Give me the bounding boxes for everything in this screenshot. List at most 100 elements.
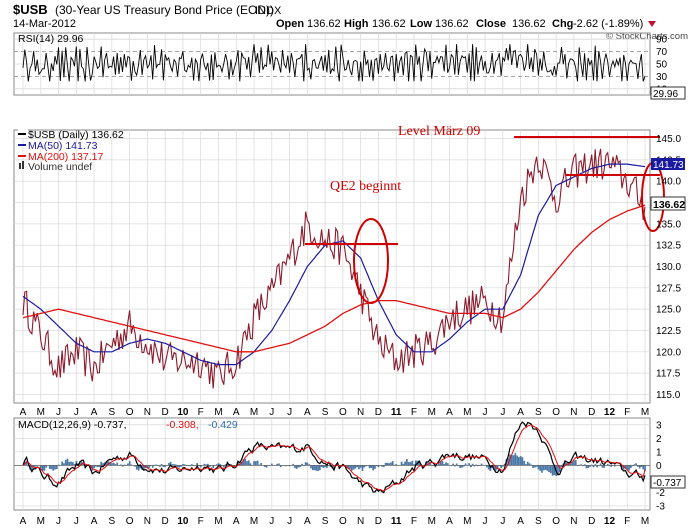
macd-histogram-bar: [55, 465, 58, 470]
macd-histogram-bar: [260, 463, 263, 466]
macd-histogram-bar: [640, 465, 643, 467]
macd-histogram-bar: [468, 463, 470, 466]
x-tick-label-bottom: A: [233, 516, 240, 527]
macd-histogram-bar: [452, 463, 454, 466]
macd-histogram-bar: [322, 465, 325, 468]
x-tick-label: A: [304, 407, 311, 418]
macd-histogram-bar: [295, 465, 298, 469]
x-tick-label: A: [517, 407, 524, 418]
macd-histogram-bar: [475, 464, 478, 466]
macd-histogram-bar: [308, 464, 311, 466]
macd-histogram-bar: [70, 461, 72, 466]
macd-histogram-bar: [518, 457, 520, 466]
x-tick-label: O: [552, 407, 560, 418]
rsi-title: RSI(14) 29.96: [18, 33, 84, 45]
macd-histogram-bar: [317, 465, 319, 472]
macd-histogram-bar: [418, 460, 421, 466]
macd-histogram-bar: [525, 464, 527, 466]
symbol: $USB: [13, 2, 48, 17]
macd-histogram-bar: [507, 457, 510, 466]
macd-histogram-bar: [610, 465, 613, 467]
ma50-current-badge: 141.73: [651, 158, 685, 171]
x-tick-label: J: [74, 407, 79, 418]
macd-histogram-bar: [462, 465, 465, 467]
macd-histogram-bar: [356, 465, 359, 468]
rsi-tick-label: 50: [656, 60, 668, 71]
legend-volume-icon: [19, 163, 21, 169]
macd-histogram-bar: [326, 465, 328, 468]
macd-histogram-bar: [45, 465, 48, 468]
macd-histogram-bar: [162, 465, 165, 467]
macd-histogram-bar: [542, 465, 545, 471]
macd-histogram-bar: [347, 465, 350, 469]
x-tick-label-bottom: J: [483, 516, 488, 527]
macd-histogram-bar: [121, 465, 124, 467]
price-line: [22, 148, 646, 389]
macd-histogram-bar: [271, 463, 273, 466]
macd-histogram-bar: [365, 465, 367, 467]
x-tick-label-bottom: A: [517, 516, 524, 527]
macd-histogram-bar: [253, 461, 255, 466]
macd-histogram-bar: [644, 465, 646, 472]
macd-histogram-bar: [219, 464, 222, 466]
x-tick-label-bottom: J: [74, 516, 79, 527]
macd-histogram-bar: [276, 463, 279, 466]
macd-tick-label: -2: [656, 488, 665, 499]
macd-histogram-bar: [333, 465, 335, 470]
macd-histogram-bar: [464, 463, 467, 466]
macd-histogram-bar: [265, 465, 268, 468]
x-tick-label-bottom: A: [304, 516, 311, 527]
macd-histogram-bar: [48, 465, 51, 469]
signal-line: [22, 424, 646, 492]
macd-histogram-bar: [587, 465, 590, 469]
rsi-line: [22, 44, 646, 82]
ma50-badge-value: 141.73: [653, 160, 684, 171]
macd-histogram-bar: [441, 460, 444, 466]
macd-histogram-bar: [583, 464, 586, 466]
macd-histogram-bar: [622, 465, 625, 470]
x-tick-label-bottom: M: [641, 516, 649, 527]
x-tick-label: D: [588, 407, 595, 418]
macd-histogram-bar: [148, 465, 151, 468]
macd-histogram-bar: [564, 460, 566, 466]
macd-histogram-bar: [438, 463, 440, 466]
x-tick-label: M: [214, 407, 222, 418]
macd-histogram-bar: [414, 460, 417, 466]
macd-histogram-bar: [175, 464, 177, 466]
macd-histogram-bar: [294, 465, 296, 469]
macd-histogram-bar: [354, 465, 357, 469]
axis-layer: AAMMJJJJAASSOONNDD1010FFMMAAMMJJJJAASSOO…: [20, 35, 682, 527]
macd-tick-label: -3: [656, 501, 665, 512]
macd-histogram-bar: [313, 465, 316, 471]
macd-histogram-bar: [487, 465, 490, 470]
macd-histogram-bar: [384, 462, 387, 466]
macd-histogram-bar: [606, 464, 609, 466]
macd-histogram-bar: [199, 465, 202, 468]
price-tick-label: 135.0: [656, 219, 681, 230]
x-tick-label: A: [91, 407, 98, 418]
x-tick-label-bottom: D: [375, 516, 382, 527]
macd-histogram-bar: [98, 465, 101, 467]
macd-histogram-bar: [301, 463, 303, 466]
x-tick-label: J: [287, 407, 292, 418]
x-tick-label: O: [126, 407, 134, 418]
x-tick-label-bottom: M: [214, 516, 222, 527]
macd-histogram-bar: [279, 465, 282, 468]
rsi-badge-value: 29.96: [653, 89, 678, 100]
macd-line: [22, 421, 646, 494]
macd-histogram-bar: [411, 460, 414, 466]
macd-histogram-bar: [516, 455, 518, 466]
macd-histogram-bar: [178, 465, 181, 468]
macd-histogram-bar: [146, 465, 149, 469]
legend-price: $USB (Daily) 136.62: [28, 129, 124, 141]
macd-histogram-bar: [461, 465, 463, 468]
macd-histogram-bar: [391, 461, 394, 466]
ma50-badge-box: [651, 158, 685, 170]
rsi-tick-label: 70: [656, 47, 668, 58]
x-tick-label-bottom: O: [339, 516, 347, 527]
macd-histogram-bar: [388, 463, 390, 466]
macd-histogram-bar: [183, 464, 186, 466]
price-tick-label: 125.0: [656, 305, 681, 316]
legend-ma200: MA(200) 137.17: [28, 151, 103, 163]
macd-histogram-bar: [288, 465, 291, 467]
